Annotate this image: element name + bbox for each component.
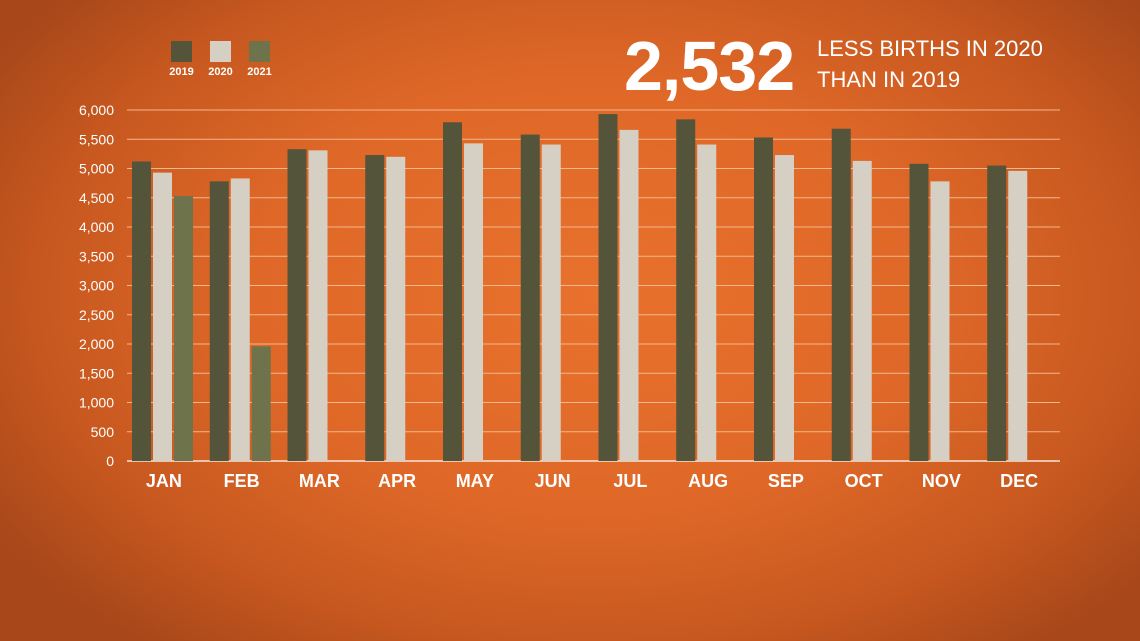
y-tick-label: 500	[91, 424, 115, 440]
x-tick-label: AUG	[688, 471, 728, 491]
bar-2019-oct	[831, 128, 851, 461]
legend-swatch-2021	[249, 41, 270, 62]
y-tick-label: 5,000	[79, 161, 114, 177]
x-tick-label: APR	[378, 471, 416, 491]
legend: 2019 2020 2021	[169, 41, 272, 78]
headline-line-2: THAN IN 2019	[817, 67, 961, 92]
bar-2019-jun	[520, 134, 540, 461]
y-tick-label: 1,000	[79, 395, 114, 411]
bar-2020-jul	[619, 129, 639, 461]
y-axis: 0 500 1,000 1,500 2,000 2,500 3,000 3,500 4,000 4…	[79, 102, 114, 469]
bar-2020-may	[464, 143, 483, 461]
bar-2020-aug	[697, 144, 717, 461]
x-axis: JAN FEB MAR APR MAY JUN JUL AUG SEP OCT NOV DEC	[146, 471, 1038, 491]
legend-label-2021: 2021	[247, 66, 271, 78]
bar-2020-nov	[930, 181, 950, 461]
x-tick-label: JAN	[146, 471, 182, 491]
y-tick-label: 3,000	[79, 278, 114, 294]
x-tick-label: DEC	[1000, 471, 1038, 491]
bar-2020-sep	[775, 155, 794, 462]
y-tick-label: 2,000	[79, 336, 114, 352]
bar-2019-jul	[598, 114, 618, 461]
bar-2019-mar	[287, 149, 307, 461]
y-tick-label: 0	[106, 453, 114, 469]
y-tick-label: 1,500	[79, 365, 114, 381]
bar-2019-apr	[365, 155, 385, 462]
bar-2019-feb	[209, 181, 229, 461]
bar-2020-jun	[541, 144, 561, 461]
bar-2019-dec	[987, 165, 1007, 461]
bar-2020-dec	[1008, 170, 1028, 461]
legend-label-2020: 2020	[208, 66, 232, 78]
y-tick-label: 6,000	[79, 102, 114, 118]
y-tick-label: 3,500	[79, 248, 114, 264]
x-tick-label: MAR	[299, 471, 340, 491]
bar-2020-feb	[230, 178, 250, 461]
y-tick-label: 4,500	[79, 190, 114, 206]
bar-2019-jan	[132, 161, 151, 462]
x-tick-label: NOV	[922, 471, 961, 491]
legend-swatch-2020	[210, 41, 231, 62]
gridlines	[127, 109, 1060, 462]
bar-2019-may	[443, 122, 462, 461]
headline: 2,532 LESS BIRTHS IN 2020 THAN IN 2019	[624, 26, 1094, 106]
x-tick-label: OCT	[845, 471, 883, 491]
bars	[132, 114, 1028, 462]
bar-2020-oct	[852, 160, 872, 461]
bar-2021-feb	[251, 346, 271, 461]
bar-2020-mar	[308, 150, 328, 462]
bar-2020-apr	[386, 156, 406, 462]
x-tick-label: JUL	[613, 471, 647, 491]
legend-swatch-2019	[171, 41, 192, 62]
bar-2020-jan	[153, 172, 172, 461]
bar-2021-jan	[174, 195, 193, 461]
x-tick-label: MAY	[456, 471, 494, 491]
bar-2019-nov	[909, 163, 929, 461]
x-tick-label: FEB	[224, 471, 260, 491]
headline-number: 2,532	[624, 27, 795, 105]
x-tick-label: SEP	[768, 471, 804, 491]
bar-2019-sep	[754, 137, 773, 461]
y-tick-label: 2,500	[79, 307, 114, 323]
headline-line-1: LESS BIRTHS IN 2020	[817, 36, 1043, 61]
bar-2019-aug	[676, 119, 696, 462]
x-tick-label: JUN	[535, 471, 571, 491]
y-tick-label: 5,500	[79, 131, 114, 147]
legend-label-2019: 2019	[169, 66, 193, 78]
y-tick-label: 4,000	[79, 219, 114, 235]
